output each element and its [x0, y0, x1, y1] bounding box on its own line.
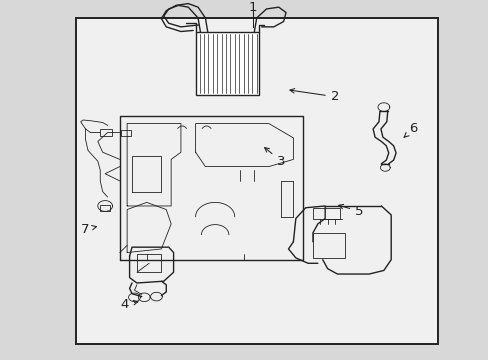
Text: 4: 4 — [120, 298, 138, 311]
Text: 7: 7 — [81, 223, 96, 236]
Text: 3: 3 — [264, 148, 285, 168]
FancyBboxPatch shape — [76, 18, 437, 344]
Text: 1: 1 — [248, 1, 257, 14]
Text: 6: 6 — [403, 122, 417, 138]
Text: 2: 2 — [289, 89, 339, 103]
FancyBboxPatch shape — [195, 32, 259, 95]
Text: 5: 5 — [338, 204, 363, 218]
